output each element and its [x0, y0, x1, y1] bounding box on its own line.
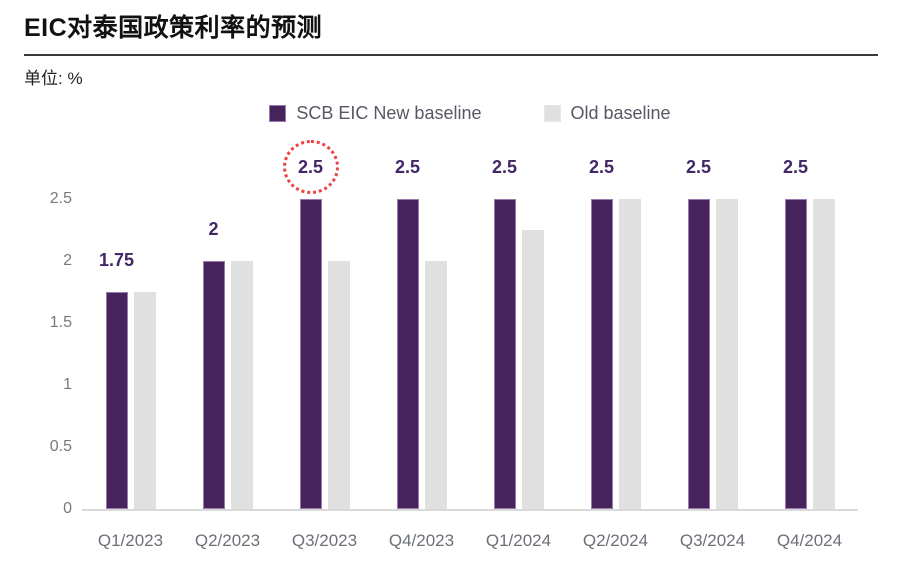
x-axis-label: Q4/2024 — [776, 531, 843, 550]
bar-group-q4-2023: 2.5 — [373, 157, 470, 509]
y-axis-tick-label: 2.5 — [49, 190, 72, 207]
legend-item-old-baseline: Old baseline — [543, 103, 671, 124]
bar-old-baseline — [424, 261, 447, 509]
bar-new-baseline — [590, 199, 613, 509]
y-axis-tick-label: 2 — [63, 252, 72, 269]
y-axis-tick-label: 1 — [63, 376, 72, 393]
x-axis-label: Q2/2023 — [194, 531, 261, 550]
legend-item-new-baseline: SCB EIC New baseline — [269, 103, 482, 124]
data-label: 2.5 — [394, 157, 421, 177]
bar-new-baseline — [299, 199, 322, 509]
data-label: 2.5 — [588, 157, 615, 177]
x-axis-label: Q1/2024 — [485, 531, 552, 550]
chart-title: EIC对泰国政策利率的预测 — [24, 14, 323, 42]
y-axis-tick-label: 0 — [63, 500, 72, 517]
bar-new-baseline — [105, 292, 128, 509]
bar-new-baseline — [784, 199, 807, 509]
bar-new-baseline — [687, 199, 710, 509]
data-label: 2.5 — [685, 157, 712, 177]
x-axis-label: Q3/2023 — [291, 531, 358, 550]
data-label: 2.5 — [782, 157, 809, 177]
title-divider — [24, 54, 878, 56]
y-axis-tick-label: 1.5 — [49, 314, 72, 331]
bar-old-baseline — [133, 292, 156, 509]
bar-group-q4-2024: 2.5 — [761, 157, 858, 509]
bar-new-baseline — [202, 261, 225, 509]
bar-group-q3-2024: 2.5 — [664, 157, 761, 509]
x-axis-label: Q1/2023 — [97, 531, 164, 550]
bar-group-q1-2023: 1.75 — [82, 199, 179, 509]
legend-label-old-baseline: Old baseline — [570, 103, 671, 123]
bar-old-baseline — [715, 199, 738, 509]
legend: SCB EIC New baseline Old baseline — [82, 103, 858, 124]
bar-group-q3-2023: 2.5 — [276, 140, 373, 509]
bar-old-baseline — [521, 230, 544, 509]
bar-group-q2-2023: 2 — [179, 199, 276, 509]
legend-label-new-baseline: SCB EIC New baseline — [296, 103, 482, 123]
y-axis-tick-label: 0.5 — [49, 438, 72, 455]
legend-swatch-new-baseline — [269, 105, 287, 122]
unit-label: 单位: % — [24, 69, 83, 88]
bar-group-q1-2024: 2.5 — [470, 157, 567, 509]
x-axis-label: Q4/2023 — [388, 531, 455, 550]
x-axis-label: Q3/2024 — [679, 531, 746, 550]
bar-group-q2-2024: 2.5 — [567, 157, 664, 509]
bar-old-baseline — [812, 199, 835, 509]
plot-area: 0 0.5 1 1.5 2 2.5 Q1/2023 1.75 Q2/2023 2 Q3/2023 2.… — [50, 140, 858, 550]
data-label: 1.75 — [98, 250, 135, 270]
highlight-circle — [282, 140, 339, 194]
bar-old-baseline — [230, 261, 253, 509]
bar-new-baseline — [396, 199, 419, 509]
legend-swatch-old-baseline — [543, 105, 561, 122]
bar-old-baseline — [327, 261, 350, 509]
bar-new-baseline — [493, 199, 516, 509]
data-label: 2.5 — [491, 157, 518, 177]
data-label: 2 — [208, 219, 219, 239]
bar-old-baseline — [618, 199, 641, 509]
x-axis-label: Q2/2024 — [582, 531, 649, 550]
